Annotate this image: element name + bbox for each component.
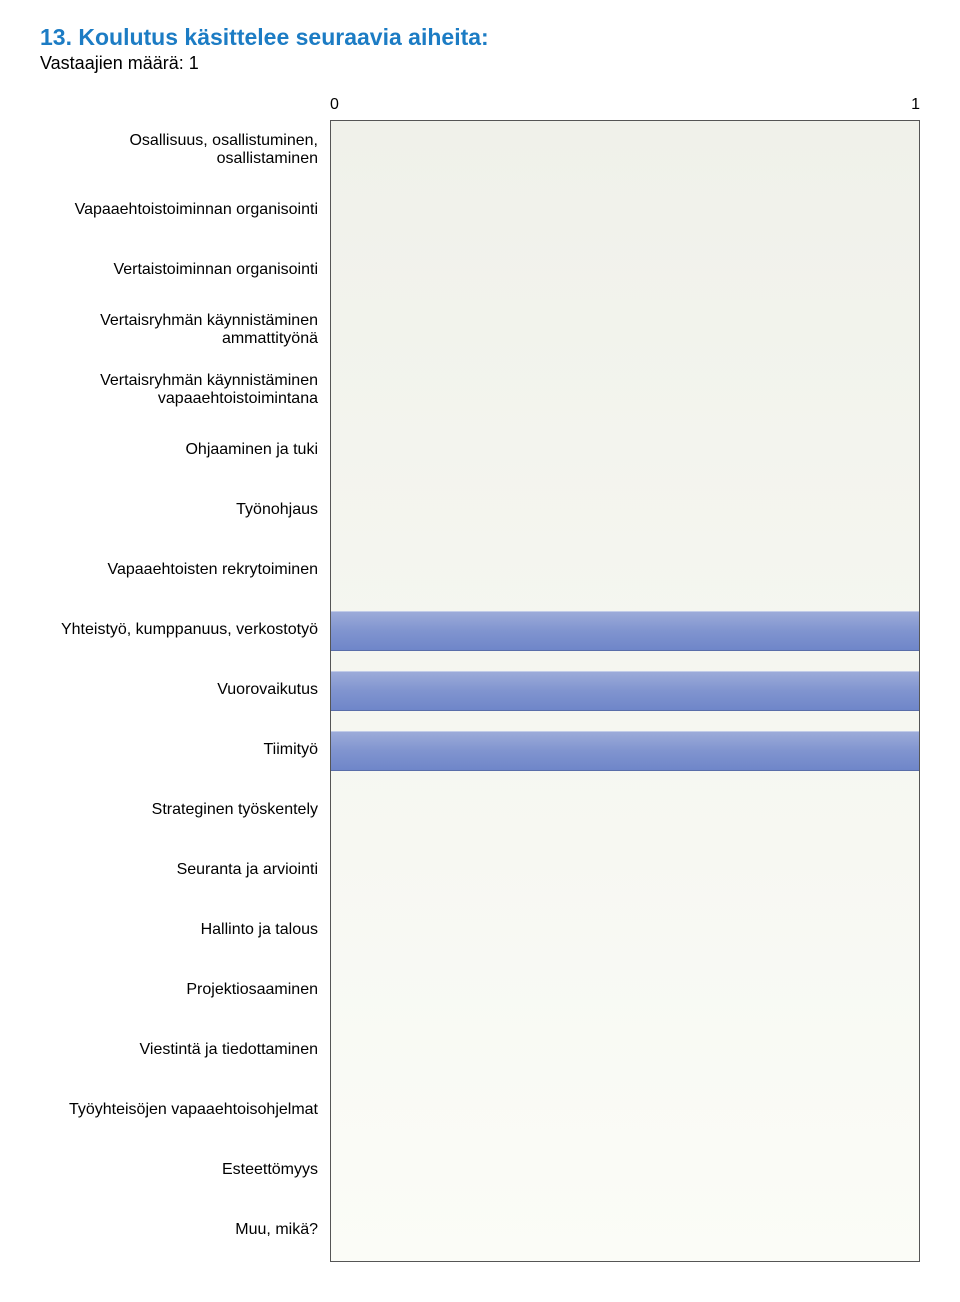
bar-cell xyxy=(331,361,919,421)
bar-cell xyxy=(331,421,919,481)
bar-row xyxy=(331,121,919,181)
category-label: Osallisuus, osallistuminen, osallistamin… xyxy=(40,132,330,169)
bar-cell xyxy=(331,1021,919,1081)
bar-cell xyxy=(331,781,919,841)
category-label: Yhteistyö, kumppanuus, verkostotyö xyxy=(40,621,330,639)
bar-row xyxy=(331,361,919,421)
chart-title: 13. Koulutus käsittelee seuraavia aiheit… xyxy=(40,24,920,51)
category-label-row: Vapaaehtoisten rekrytoiminen xyxy=(40,540,330,600)
category-label: Hallinto ja talous xyxy=(40,921,330,939)
category-label: Vertaistoiminnan organisointi xyxy=(40,261,330,279)
bar-cell xyxy=(331,1141,919,1201)
category-label-row: Osallisuus, osallistuminen, osallistamin… xyxy=(40,120,330,180)
x-tick-1: 1 xyxy=(911,96,920,114)
bar-cell xyxy=(331,121,919,181)
category-label-row: Vertaisryhmän käynnistäminen ammattityön… xyxy=(40,300,330,360)
bar-row xyxy=(331,301,919,361)
bar-row xyxy=(331,1081,919,1141)
bar xyxy=(331,731,919,771)
bar-row xyxy=(331,601,919,661)
bar-row xyxy=(331,661,919,721)
bar-cell xyxy=(331,841,919,901)
category-label-row: Tiimityö xyxy=(40,720,330,780)
category-label-row: Vertaistoiminnan organisointi xyxy=(40,240,330,300)
bar-row xyxy=(331,901,919,961)
category-label: Seuranta ja arviointi xyxy=(40,861,330,879)
category-label: Strateginen työskentely xyxy=(40,801,330,819)
bar-row xyxy=(331,961,919,1021)
category-label-row: Työyhteisöjen vapaaehtoisohjelmat xyxy=(40,1080,330,1140)
bar-cell xyxy=(331,601,919,661)
category-label: Vuorovaikutus xyxy=(40,681,330,699)
bar-cell xyxy=(331,541,919,601)
page: 13. Koulutus käsittelee seuraavia aiheit… xyxy=(0,0,960,1302)
bar-row xyxy=(331,841,919,901)
category-label: Vapaaehtoisten rekrytoiminen xyxy=(40,561,330,579)
category-label-row: Viestintä ja tiedottaminen xyxy=(40,1020,330,1080)
bar-row xyxy=(331,541,919,601)
category-label: Esteettömyys xyxy=(40,1161,330,1179)
bar-row xyxy=(331,241,919,301)
category-label-row: Projektiosaaminen xyxy=(40,960,330,1020)
y-labels-col: Osallisuus, osallistuminen, osallistamin… xyxy=(40,120,330,1262)
bar xyxy=(331,611,919,651)
bar-cell xyxy=(331,1201,919,1261)
category-label: Vertaisryhmän käynnistäminen ammattityön… xyxy=(40,312,330,349)
bar-chart: 0 1 Osallisuus, osallistuminen, osallist… xyxy=(40,96,920,1262)
bar-row xyxy=(331,721,919,781)
category-label-row: Strateginen työskentely xyxy=(40,780,330,840)
bar-cell xyxy=(331,301,919,361)
category-label-row: Työnohjaus xyxy=(40,480,330,540)
bar-row xyxy=(331,421,919,481)
bar-cell xyxy=(331,1081,919,1141)
category-label: Työyhteisöjen vapaaehtoisohjelmat xyxy=(40,1101,330,1119)
bar-cell xyxy=(331,481,919,541)
bar xyxy=(331,671,919,711)
category-label-row: Yhteistyö, kumppanuus, verkostotyö xyxy=(40,600,330,660)
category-label-row: Esteettömyys xyxy=(40,1140,330,1200)
x-tick-0: 0 xyxy=(330,96,339,114)
bar-row xyxy=(331,781,919,841)
category-label: Työnohjaus xyxy=(40,501,330,519)
bar-cell xyxy=(331,661,919,721)
bar-cell xyxy=(331,721,919,781)
plot-area xyxy=(330,120,920,1262)
chart-subtitle: Vastaajien määrä: 1 xyxy=(40,53,920,74)
category-label: Vapaaehtoistoiminnan organisointi xyxy=(40,201,330,219)
x-axis-labels: 0 1 xyxy=(330,96,920,120)
bar-cell xyxy=(331,241,919,301)
category-label: Muu, mikä? xyxy=(40,1221,330,1239)
category-label-row: Seuranta ja arviointi xyxy=(40,840,330,900)
bar-row xyxy=(331,1141,919,1201)
category-label: Viestintä ja tiedottaminen xyxy=(40,1041,330,1059)
category-label: Ohjaaminen ja tuki xyxy=(40,441,330,459)
bar-row xyxy=(331,1201,919,1261)
category-label-row: Ohjaaminen ja tuki xyxy=(40,420,330,480)
category-label-row: Vapaaehtoistoiminnan organisointi xyxy=(40,180,330,240)
category-label-row: Vertaisryhmän käynnistäminen vapaaehtois… xyxy=(40,360,330,420)
bar-cell xyxy=(331,961,919,1021)
chart-body: Osallisuus, osallistuminen, osallistamin… xyxy=(40,120,920,1262)
category-label: Tiimityö xyxy=(40,741,330,759)
category-label: Vertaisryhmän käynnistäminen vapaaehtois… xyxy=(40,372,330,409)
bar-cell xyxy=(331,901,919,961)
category-label: Projektiosaaminen xyxy=(40,981,330,999)
category-label-row: Muu, mikä? xyxy=(40,1200,330,1260)
bar-row xyxy=(331,181,919,241)
category-label-row: Vuorovaikutus xyxy=(40,660,330,720)
bar-cell xyxy=(331,181,919,241)
x-axis: 0 1 xyxy=(40,96,920,120)
bar-row xyxy=(331,481,919,541)
bar-row xyxy=(331,1021,919,1081)
category-label-row: Hallinto ja talous xyxy=(40,900,330,960)
